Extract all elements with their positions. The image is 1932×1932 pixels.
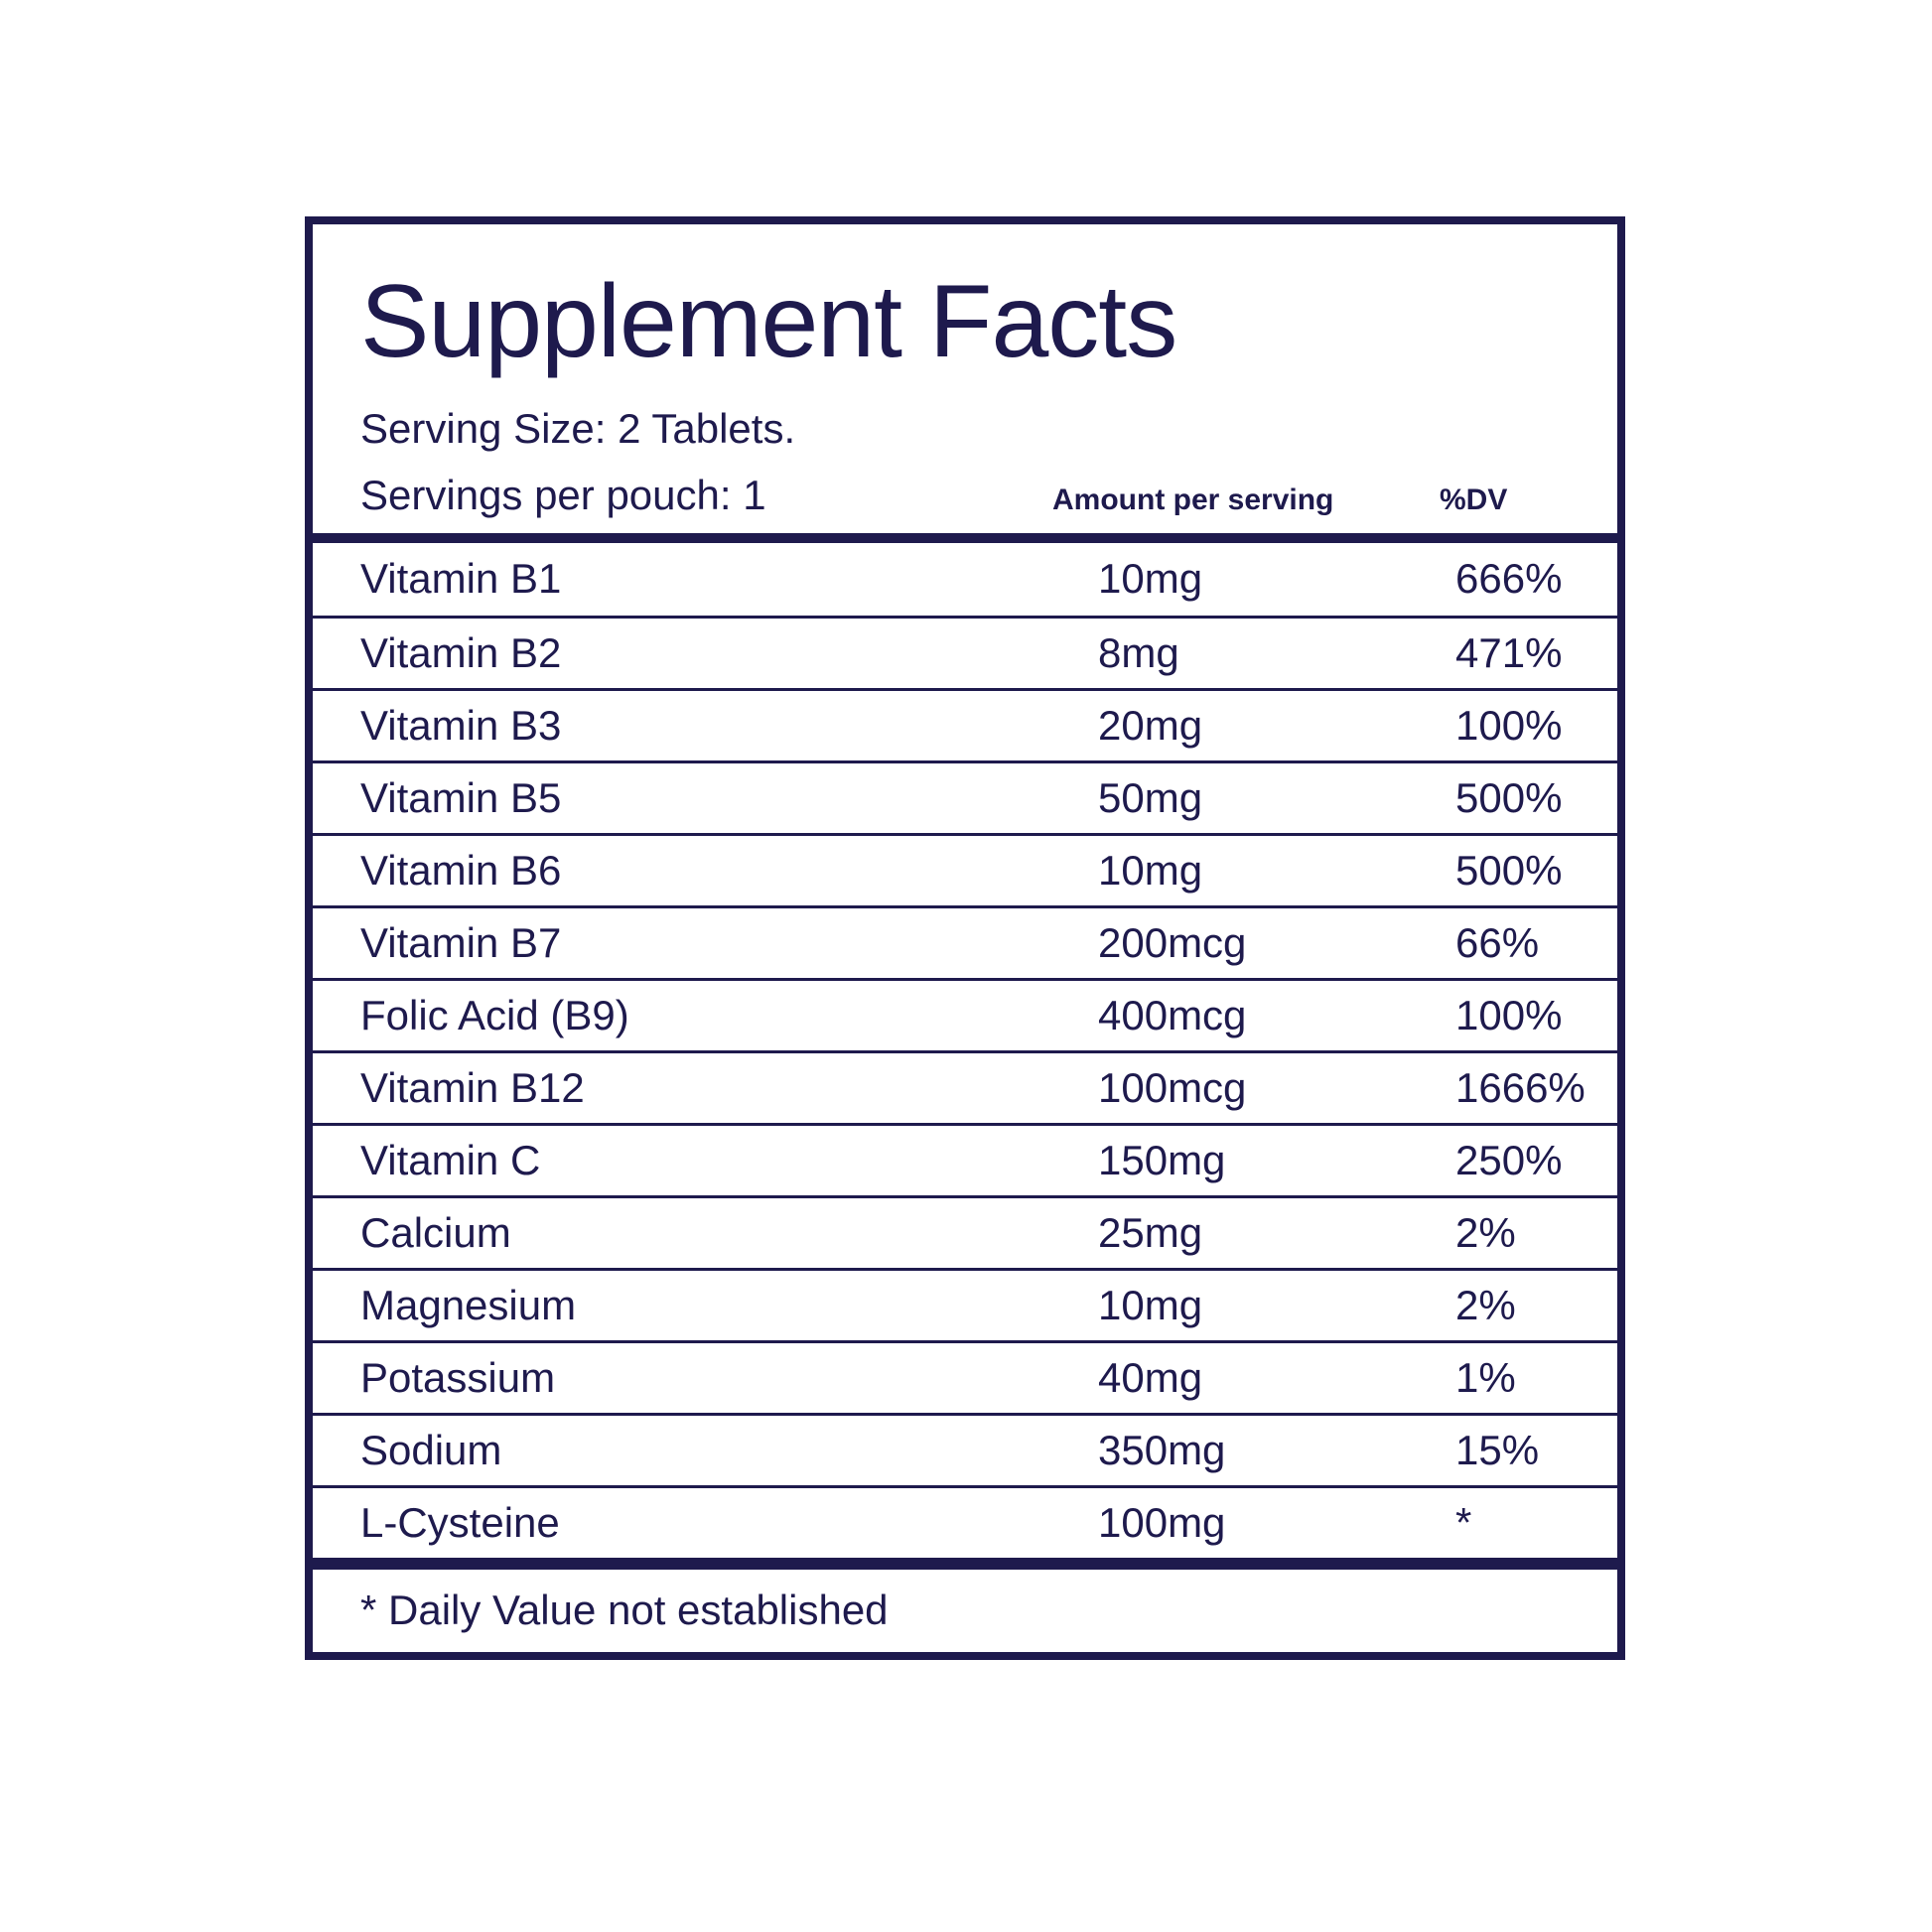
ingredient-dv: 500% (1455, 773, 1563, 821)
ingredient-name: Magnesium (360, 1281, 577, 1328)
table-row: Vitamin B7 200mcg 66% (313, 904, 1617, 978)
table-header-row: Servings per pouch: 1 Amount per serving… (313, 472, 1617, 525)
ingredient-dv: 66% (1455, 918, 1540, 966)
ingredient-dv: 100% (1455, 701, 1563, 749)
ingredient-amount: 25mg (1098, 1208, 1203, 1256)
panel-title: Supplement Facts (360, 264, 1177, 379)
table-row: Sodium 350mg 15% (313, 1412, 1617, 1485)
ingredient-dv: 471% (1455, 628, 1563, 676)
ingredient-amount: 150mg (1098, 1136, 1226, 1183)
ingredient-amount: 40mg (1098, 1353, 1203, 1401)
footnote-divider-rule (313, 1557, 1617, 1570)
ingredient-amount: 200mcg (1098, 918, 1247, 966)
ingredient-dv: 2% (1455, 1208, 1516, 1256)
header-divider-rule (313, 532, 1617, 543)
ingredient-rows: Vitamin B1 10mg 666% Vitamin B2 8mg 471%… (313, 543, 1617, 1558)
ingredient-name: Vitamin B6 (360, 846, 562, 894)
table-row: Vitamin B1 10mg 666% (313, 543, 1617, 616)
servings-per-pouch-text: Servings per pouch: 1 (360, 471, 766, 518)
ingredient-dv: 100% (1455, 991, 1563, 1038)
ingredient-name: Vitamin B2 (360, 628, 562, 676)
ingredient-dv: * (1455, 1498, 1472, 1546)
ingredient-amount: 10mg (1098, 555, 1203, 603)
ingredient-name: Folic Acid (B9) (360, 991, 629, 1038)
table-row: Vitamin B2 8mg 471% (313, 615, 1617, 688)
ingredient-dv: 1% (1455, 1353, 1516, 1401)
table-row: Vitamin B3 20mg 100% (313, 687, 1617, 760)
ingredient-name: Vitamin B1 (360, 555, 562, 603)
ingredient-dv: 2% (1455, 1281, 1516, 1328)
table-row: Vitamin B5 50mg 500% (313, 759, 1617, 833)
ingredient-name: Vitamin B12 (360, 1063, 585, 1111)
table-row: Calcium 25mg 2% (313, 1194, 1617, 1268)
ingredient-name: Vitamin B3 (360, 701, 562, 749)
ingredient-amount: 350mg (1098, 1426, 1226, 1473)
ingredient-name: Calcium (360, 1208, 511, 1256)
ingredient-dv: 500% (1455, 846, 1563, 894)
dv-column-header: %DV (1440, 483, 1508, 516)
table-row: Potassium 40mg 1% (313, 1339, 1617, 1413)
supplement-facts-panel: Supplement Facts Serving Size: 2 Tablets… (305, 216, 1625, 1660)
ingredient-name: Vitamin B7 (360, 918, 562, 966)
table-row: L-Cysteine 100mg * (313, 1484, 1617, 1558)
ingredient-name: Sodium (360, 1426, 502, 1473)
table-row: Vitamin B12 100mcg 1666% (313, 1049, 1617, 1123)
ingredient-amount: 400mcg (1098, 991, 1247, 1038)
table-row: Vitamin C 150mg 250% (313, 1122, 1617, 1195)
ingredient-amount: 8mg (1098, 628, 1179, 676)
ingredient-dv: 666% (1455, 555, 1563, 603)
ingredient-dv: 1666% (1455, 1063, 1586, 1111)
table-row: Folic Acid (B9) 400mcg 100% (313, 977, 1617, 1050)
table-row: Magnesium 10mg 2% (313, 1267, 1617, 1340)
ingredient-name: L-Cysteine (360, 1498, 560, 1546)
ingredient-amount: 10mg (1098, 1281, 1203, 1328)
ingredient-name: Vitamin B5 (360, 773, 562, 821)
ingredient-name: Potassium (360, 1353, 556, 1401)
footnote-text: * Daily Value not established (360, 1587, 889, 1634)
ingredient-amount: 100mg (1098, 1498, 1226, 1546)
ingredient-amount: 50mg (1098, 773, 1203, 821)
ingredient-amount: 10mg (1098, 846, 1203, 894)
ingredient-amount: 20mg (1098, 701, 1203, 749)
ingredient-name: Vitamin C (360, 1136, 541, 1183)
table-row: Vitamin B6 10mg 500% (313, 832, 1617, 905)
serving-size-text: Serving Size: 2 Tablets. (360, 405, 796, 453)
amount-column-header: Amount per serving (1052, 483, 1334, 516)
ingredient-amount: 100mcg (1098, 1063, 1247, 1111)
ingredient-dv: 15% (1455, 1426, 1540, 1473)
ingredient-dv: 250% (1455, 1136, 1563, 1183)
